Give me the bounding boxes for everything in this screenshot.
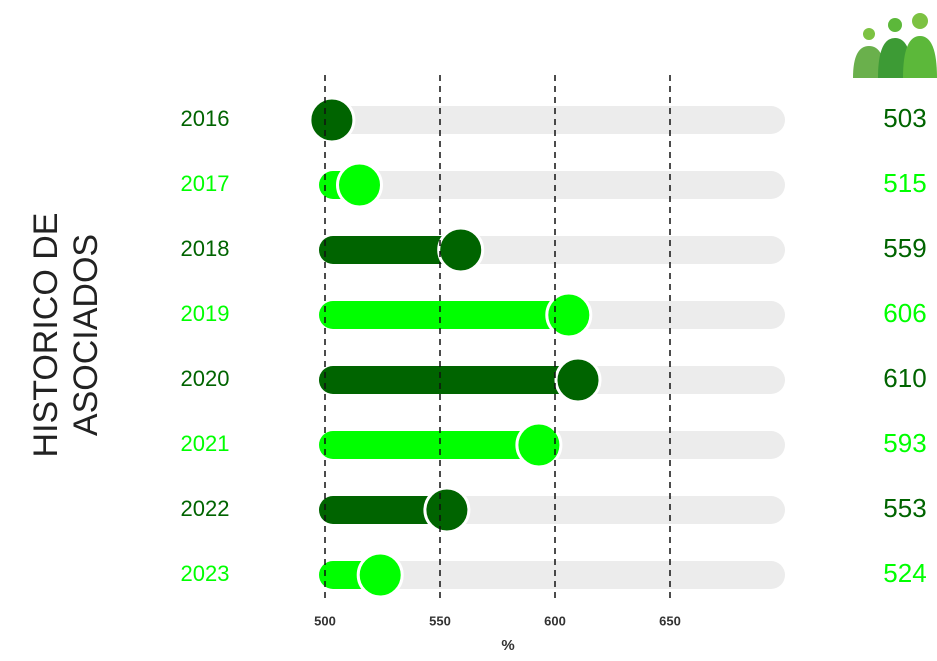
value-label: 606 xyxy=(883,298,926,328)
bar-dot xyxy=(437,226,485,274)
bar xyxy=(319,496,447,524)
bar-dot xyxy=(545,291,593,339)
value-label: 610 xyxy=(883,363,926,393)
y-tick-label: 2016 xyxy=(181,106,230,131)
track xyxy=(319,171,785,199)
track xyxy=(319,106,785,134)
value-label: 515 xyxy=(883,168,926,198)
bar-dot xyxy=(554,356,602,404)
bar xyxy=(319,431,539,459)
y-tick-label: 2023 xyxy=(181,561,230,586)
value-label: 553 xyxy=(883,493,926,523)
value-label: 559 xyxy=(883,233,926,263)
bar xyxy=(319,366,578,394)
bar-dot xyxy=(336,161,383,209)
track xyxy=(319,561,785,589)
y-tick-label: 2018 xyxy=(181,236,230,261)
people-icon xyxy=(853,13,937,78)
y-tick-label: 2020 xyxy=(181,366,230,391)
y-tick-label: 2022 xyxy=(181,496,230,521)
y-tick-label: 2017 xyxy=(181,171,230,196)
bar-dot xyxy=(356,551,404,599)
x-tick-label: 650 xyxy=(659,613,681,628)
x-axis-label: % xyxy=(501,637,514,654)
bar-dot xyxy=(308,96,356,144)
bar-dot xyxy=(423,486,471,534)
value-label: 593 xyxy=(883,428,926,458)
x-tick-label: 550 xyxy=(429,613,451,628)
value-label: 524 xyxy=(883,558,926,588)
chart-title: HISTORICO DE xyxy=(27,213,65,458)
x-tick-label: 500 xyxy=(314,613,336,628)
bar xyxy=(319,301,569,329)
x-tick-label: 600 xyxy=(544,613,566,628)
bar xyxy=(319,236,461,264)
chart-title: ASOCIADOS xyxy=(67,234,105,436)
y-tick-label: 2019 xyxy=(181,301,230,326)
value-label: 503 xyxy=(883,103,926,133)
y-tick-label: 2021 xyxy=(181,431,230,456)
bar-dot xyxy=(515,421,563,469)
